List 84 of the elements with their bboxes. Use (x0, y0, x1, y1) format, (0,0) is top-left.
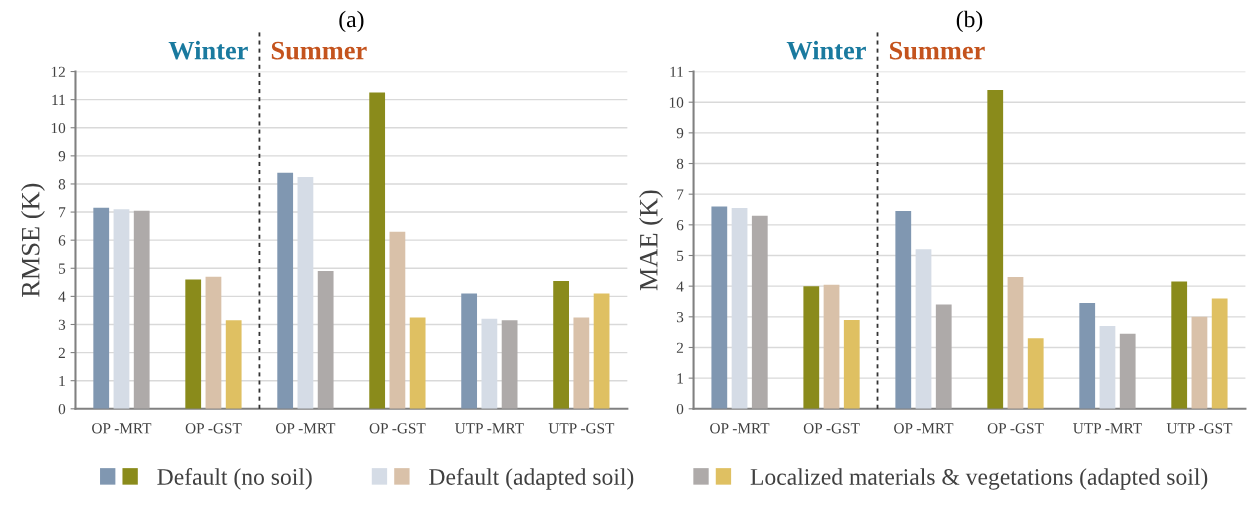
y-tick-label: 2 (676, 342, 683, 353)
x-tick-label: UTP -MRT (455, 423, 524, 434)
y-tick-label: 3 (676, 312, 684, 323)
x-tick-label: OP -MRT (710, 423, 770, 434)
bar (553, 280, 570, 409)
bar (409, 317, 426, 409)
y-axis-title: MAE (K) (639, 190, 664, 291)
y-tick-label: 4 (58, 291, 66, 302)
bar (1211, 298, 1228, 409)
bar (1191, 316, 1208, 409)
bar (1079, 303, 1096, 409)
y-tick-label: 9 (58, 151, 66, 162)
x-tick-label: UTP -GST (548, 423, 615, 434)
bar (113, 209, 130, 409)
bar (1027, 338, 1044, 409)
y-tick-label: 2 (58, 347, 65, 358)
bar (593, 293, 610, 409)
x-tick-label: OP -GST (987, 423, 1044, 434)
x-tick-label: OP -GST (185, 423, 242, 434)
x-tick-label: UTP -GST (1166, 423, 1233, 434)
y-tick-label: 0 (58, 403, 66, 415)
bar (317, 271, 334, 409)
bar (1099, 326, 1116, 409)
legend-label: Default (adapted soil) (429, 468, 634, 490)
bar (185, 279, 202, 409)
y-tick-label: 7 (59, 207, 66, 218)
bar (297, 176, 314, 409)
x-tick-label: OP -MRT (276, 423, 336, 434)
y-tick-label: 1 (59, 375, 65, 386)
y-tick-label: 3 (58, 319, 66, 330)
bar (987, 89, 1004, 409)
bar (1119, 333, 1136, 409)
chart-title: (a) (339, 10, 364, 33)
legend-label: Localized materials & vegetations (adapted soil) (750, 468, 1208, 490)
y-tick-label: 5 (59, 263, 66, 274)
bar (843, 319, 860, 409)
y-tick-label: 8 (676, 158, 684, 169)
bar (389, 231, 406, 409)
bar (1171, 281, 1188, 409)
bar (501, 320, 518, 409)
y-tick-label: 10 (669, 97, 684, 108)
text: Winter (786, 40, 866, 60)
y-tick-label: 6 (58, 235, 66, 246)
bar (461, 293, 478, 409)
y-tick-label: 11 (52, 94, 65, 105)
x-tick-label: OP -MRT (92, 423, 152, 434)
bar (369, 92, 386, 409)
y-tick-label: 8 (58, 179, 66, 190)
bar (277, 172, 294, 409)
text: Summer (271, 41, 367, 60)
bar (731, 207, 748, 409)
bar (915, 249, 932, 409)
bar (935, 304, 952, 409)
x-tick-label: OP -MRT (894, 423, 954, 434)
y-tick-label: 10 (51, 122, 66, 134)
x-tick-label: UTP -MRT (1073, 423, 1142, 434)
bar (1007, 276, 1024, 409)
y-tick-label: 11 (670, 66, 683, 77)
text: Summer (889, 41, 985, 60)
bar (205, 276, 222, 409)
y-tick-label: 0 (676, 403, 684, 415)
bar (803, 286, 820, 409)
y-tick-label: 12 (51, 66, 65, 77)
y-tick-label: 5 (677, 250, 684, 261)
bar (895, 211, 912, 409)
y-tick-label: 7 (677, 189, 684, 200)
bar (711, 206, 728, 409)
bar (573, 317, 590, 409)
bar (133, 210, 150, 409)
y-tick-label: 6 (676, 220, 684, 231)
bar (481, 318, 498, 409)
chart-title: (b) (956, 10, 983, 33)
text: Winter (168, 40, 248, 60)
x-tick-label: OP -GST (803, 423, 860, 434)
y-axis-title: RMSE (K) (20, 183, 45, 297)
legend-label: Default (no soil) (157, 468, 312, 490)
bar (823, 284, 840, 409)
bar (225, 320, 242, 409)
x-tick-label: OP -GST (369, 423, 426, 434)
y-tick-label: 9 (676, 128, 684, 139)
bar (93, 207, 110, 409)
bar (751, 215, 768, 409)
y-tick-label: 1 (677, 373, 683, 384)
y-tick-label: 4 (676, 281, 684, 292)
